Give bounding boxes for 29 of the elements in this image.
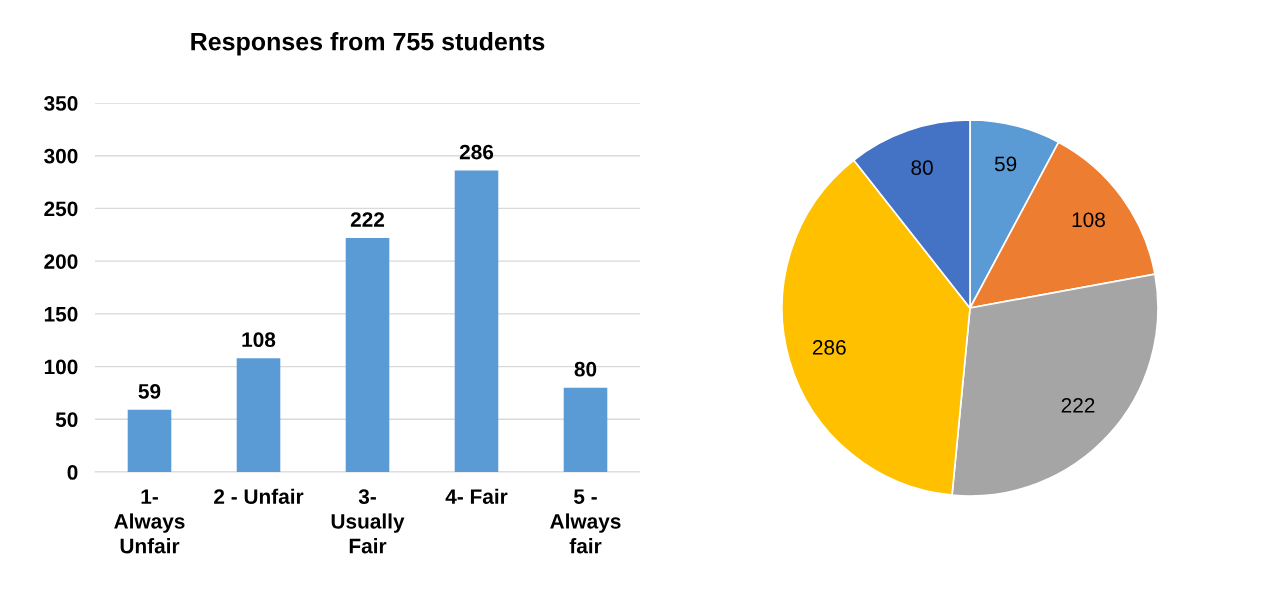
y-tick-label: 150 <box>44 306 78 322</box>
data-label: 108 <box>1072 212 1105 228</box>
bar <box>454 170 499 472</box>
x-tick-label: 1- Always Unfair <box>114 489 185 554</box>
bar <box>127 409 172 472</box>
bar <box>236 358 281 472</box>
bar <box>563 387 608 472</box>
x-tick-label: 2 - Unfair <box>214 488 304 504</box>
chart-title: Responses from 755 students <box>191 32 545 56</box>
y-tick-label: 250 <box>44 201 78 217</box>
y-tick-label: 50 <box>55 412 78 428</box>
data-label: 108 <box>242 332 276 348</box>
data-label: 222 <box>350 212 385 227</box>
data-label: 59 <box>138 383 161 399</box>
y-tick-label: 0 <box>67 465 78 480</box>
data-label: 59 <box>994 156 1017 172</box>
x-tick-label: 4- Fair <box>445 488 508 504</box>
y-tick-label: 300 <box>44 148 78 164</box>
y-tick-label: 200 <box>44 254 78 269</box>
y-tick-label: 350 <box>44 96 78 111</box>
data-label: 286 <box>812 340 846 355</box>
x-tick-label: 5 - Always fair <box>550 489 621 554</box>
data-label: 286 <box>459 144 494 160</box>
y-tick-label: 100 <box>44 359 78 375</box>
data-label: 80 <box>911 160 933 175</box>
data-label: 80 <box>574 361 597 377</box>
bar <box>345 237 390 472</box>
x-tick-label: 3- Usually Fair <box>331 489 405 554</box>
data-label: 222 <box>1061 398 1095 413</box>
